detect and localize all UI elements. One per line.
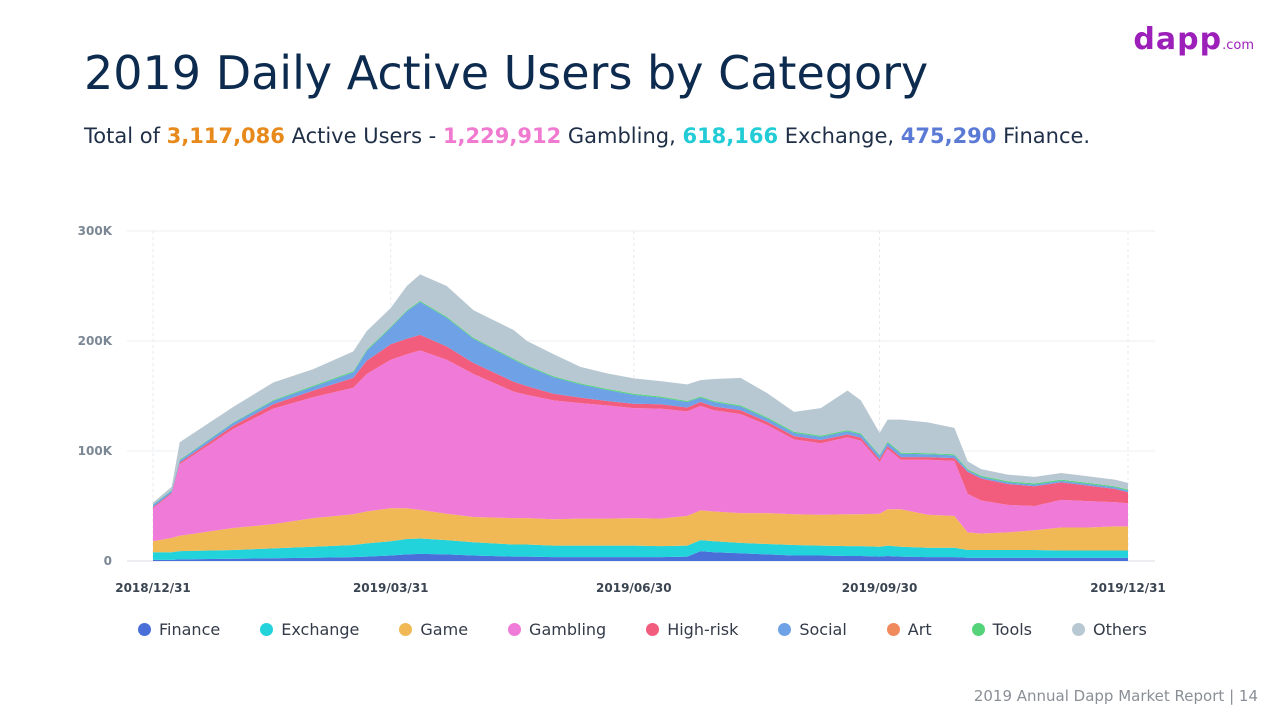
area-exchange bbox=[153, 538, 1128, 560]
subtitle-finance-value: 475,290 bbox=[900, 124, 997, 148]
legend-dot-icon bbox=[971, 623, 985, 636]
legend-item-gambling: Gambling bbox=[508, 620, 606, 639]
legend-item-high-risk: High-risk bbox=[646, 620, 738, 639]
legend-item-game: Game bbox=[399, 620, 468, 639]
legend-item-art: Art bbox=[886, 620, 932, 639]
legend-dot-icon bbox=[508, 623, 522, 636]
area-high-risk bbox=[153, 334, 1128, 509]
footer-page-number: 14 bbox=[1238, 687, 1258, 705]
y-tick-label: 300K bbox=[78, 224, 113, 238]
x-tick-label: 2019/12/31 bbox=[1090, 581, 1166, 595]
legend-label: Exchange bbox=[281, 620, 360, 639]
x-tick-label: 2018/12/31 bbox=[115, 581, 191, 595]
footer-separator: | bbox=[1229, 687, 1235, 705]
brand-logo-text: dapp bbox=[1133, 22, 1223, 57]
x-tick-label: 2019/03/31 bbox=[353, 581, 429, 595]
page-footer: 2019 Annual Dapp Market Report | 14 bbox=[974, 687, 1258, 705]
subtitle-gambling-value: 1,229,912 bbox=[442, 124, 562, 148]
brand-logo-suffix: .com bbox=[1222, 38, 1254, 53]
brand-logo: dapp.com bbox=[1133, 22, 1254, 57]
y-tick-label: 200K bbox=[78, 334, 113, 348]
chart-legend: Finance Exchange Game Gambling High-risk Soci… bbox=[138, 620, 1187, 639]
subtitle-mid-1: Active Users - bbox=[284, 124, 443, 148]
x-tick-label: 2019/09/30 bbox=[842, 581, 918, 595]
area-others bbox=[153, 274, 1128, 505]
area-finance bbox=[153, 551, 1128, 561]
legend-label: Finance bbox=[159, 620, 221, 639]
legend-label: Art bbox=[907, 620, 932, 639]
legend-item-finance: Finance bbox=[138, 620, 220, 639]
legend-item-exchange: Exchange bbox=[260, 620, 359, 639]
legend-dot-icon bbox=[399, 623, 413, 636]
legend-item-tools: Tools bbox=[971, 620, 1033, 639]
legend-dot-icon bbox=[260, 623, 274, 636]
legend-label: Tools bbox=[992, 620, 1033, 639]
legend-label: Others bbox=[1093, 620, 1147, 639]
legend-dot-icon bbox=[138, 623, 151, 636]
area-game bbox=[153, 508, 1128, 553]
page-subtitle: Total of 3,117,086 Active Users - 1,229,… bbox=[84, 124, 1090, 148]
x-tick-label: 2019/06/30 bbox=[596, 581, 672, 595]
legend-item-social: Social bbox=[778, 620, 847, 639]
subtitle-mid-2: Gambling, bbox=[561, 124, 683, 148]
legend-dot-icon bbox=[778, 623, 792, 636]
footer-report-name: 2019 Annual Dapp Market Report bbox=[973, 687, 1225, 705]
subtitle-suffix: Finance. bbox=[996, 124, 1091, 148]
y-tick-label: 100K bbox=[78, 444, 113, 458]
legend-item-others: Others bbox=[1072, 620, 1147, 639]
area-gambling bbox=[153, 350, 1128, 542]
page-title: 2019 Daily Active Users by Category bbox=[84, 46, 929, 100]
legend-label: Social bbox=[799, 620, 847, 639]
legend-dot-icon bbox=[886, 623, 900, 636]
y-tick-label: 0 bbox=[104, 554, 112, 568]
legend-label: Gambling bbox=[529, 620, 607, 639]
subtitle-exchange-value: 618,166 bbox=[682, 124, 779, 148]
legend-label: High-risk bbox=[667, 620, 739, 639]
subtitle-mid-3: Exchange, bbox=[778, 124, 901, 148]
legend-label: Game bbox=[420, 620, 469, 639]
subtitle-total-value: 3,117,086 bbox=[166, 124, 285, 148]
legend-dot-icon bbox=[1072, 623, 1086, 636]
legend-dot-icon bbox=[646, 623, 660, 636]
subtitle-prefix: Total of bbox=[84, 124, 167, 148]
